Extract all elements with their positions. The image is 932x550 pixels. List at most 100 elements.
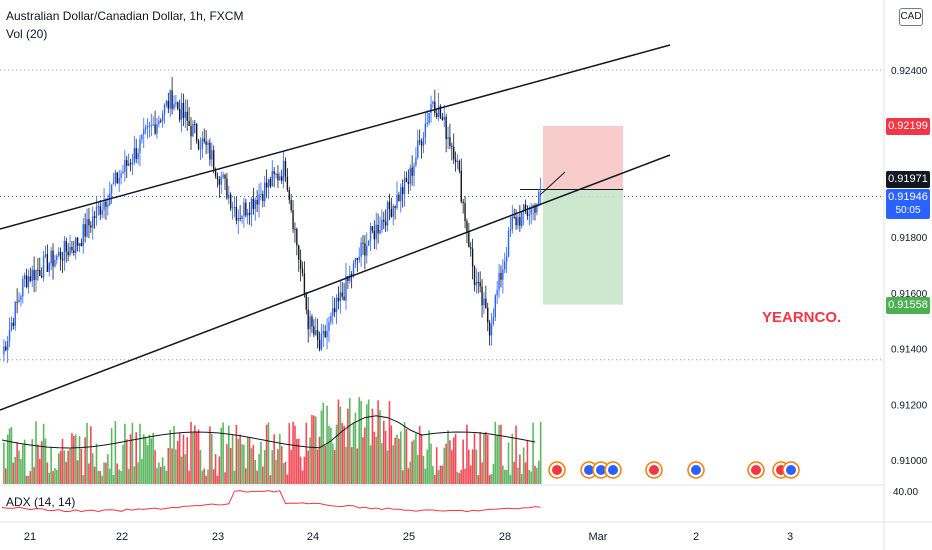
volume-bar xyxy=(362,437,364,484)
volume-bar xyxy=(122,444,124,484)
candle-body xyxy=(209,142,211,160)
volume-bar xyxy=(146,445,149,484)
volume-bar xyxy=(91,453,94,484)
candle-body xyxy=(487,307,489,323)
candle-body xyxy=(129,163,132,165)
candle-body xyxy=(124,159,126,172)
candle-body xyxy=(343,296,345,301)
candle-body xyxy=(265,182,268,188)
volume-bar xyxy=(282,463,285,484)
volume-bar xyxy=(108,468,111,484)
candle-body xyxy=(473,266,476,285)
volume-bar xyxy=(515,425,517,484)
volume-bar xyxy=(212,469,215,484)
candle-body xyxy=(239,218,241,220)
volume-bar xyxy=(171,448,173,484)
volume-bar xyxy=(290,449,292,484)
candle-body xyxy=(384,221,387,226)
candle-body xyxy=(301,268,304,274)
candle-body xyxy=(254,199,256,209)
volume-bar xyxy=(29,471,32,484)
lower-channel-line xyxy=(0,154,671,411)
candle-body xyxy=(539,191,542,193)
volume-bar xyxy=(373,431,376,484)
volume-bar xyxy=(464,468,466,484)
candle-body xyxy=(328,321,330,331)
volume-bar xyxy=(176,440,179,484)
candle-body xyxy=(277,173,279,181)
volume-bar xyxy=(348,398,351,484)
volume-bar xyxy=(492,463,495,484)
volume-bar xyxy=(466,424,468,484)
candle-body xyxy=(267,179,270,188)
volume-bar xyxy=(288,423,291,484)
candle-body xyxy=(139,139,141,154)
volume-bar xyxy=(23,439,26,484)
volume-bar xyxy=(10,427,13,484)
volume-bar xyxy=(31,439,34,484)
candle-body xyxy=(471,248,474,267)
volume-bar xyxy=(142,434,145,484)
volume-bar xyxy=(536,467,538,484)
candle-body xyxy=(290,200,292,211)
candle-body xyxy=(381,219,383,230)
candle-body xyxy=(247,212,249,216)
candle-body xyxy=(479,282,481,287)
candle-body xyxy=(430,104,432,113)
candle-body xyxy=(313,326,315,335)
candle-body xyxy=(364,243,366,256)
candle-body xyxy=(288,189,290,201)
volume-legend[interactable]: Vol (20) xyxy=(6,27,48,41)
volume-bar xyxy=(494,421,497,484)
adx-legend[interactable]: ADX (14, 14) xyxy=(6,495,76,509)
candle-body xyxy=(279,176,281,181)
candle-body xyxy=(205,141,207,145)
candle-body xyxy=(165,100,168,105)
candle-body xyxy=(214,169,217,177)
volume-bar xyxy=(133,466,136,484)
volume-bar xyxy=(356,448,359,484)
time-tick-label: 28 xyxy=(499,531,511,543)
volume-bar xyxy=(16,442,18,484)
volume-bar xyxy=(241,444,243,484)
candle-body xyxy=(526,211,529,216)
candle-body xyxy=(398,194,400,202)
volume-bar xyxy=(118,469,120,484)
candle-body xyxy=(167,100,170,109)
candle-body xyxy=(65,240,67,252)
volume-bar xyxy=(137,462,139,484)
volume-bar xyxy=(341,422,343,484)
candle-body xyxy=(18,299,20,303)
volume-bar xyxy=(322,402,325,484)
candle-body xyxy=(37,269,39,271)
candle-body xyxy=(146,126,149,128)
currency-button[interactable]: CAD xyxy=(899,8,923,26)
candle-body xyxy=(182,102,185,118)
volume-bar xyxy=(509,474,512,484)
candle-body xyxy=(173,104,175,109)
candle-body xyxy=(235,206,238,221)
stop-loss-zone xyxy=(543,125,623,190)
volume-bar xyxy=(413,439,415,484)
candle-body xyxy=(309,316,311,330)
candle-body xyxy=(449,137,451,146)
candle-body xyxy=(31,269,33,281)
candle-body xyxy=(341,292,343,297)
candle-body xyxy=(420,141,423,146)
candle-body xyxy=(29,276,32,281)
volume-bar xyxy=(197,429,200,484)
chart-title: Australian Dollar/Canadian Dollar, 1h, F… xyxy=(6,9,244,23)
volume-bar xyxy=(401,470,404,484)
candle-body xyxy=(318,339,321,350)
volume-bar xyxy=(432,466,434,484)
volume-bar xyxy=(390,425,393,484)
candle-body xyxy=(417,140,419,158)
entry-price-label: 0.91971 xyxy=(886,171,930,188)
volume-bar xyxy=(473,433,476,484)
volume-bar xyxy=(3,442,5,484)
candle-body xyxy=(347,275,349,281)
volume-bar xyxy=(417,454,419,484)
volume-bar xyxy=(93,466,96,484)
volume-bar xyxy=(358,397,361,484)
